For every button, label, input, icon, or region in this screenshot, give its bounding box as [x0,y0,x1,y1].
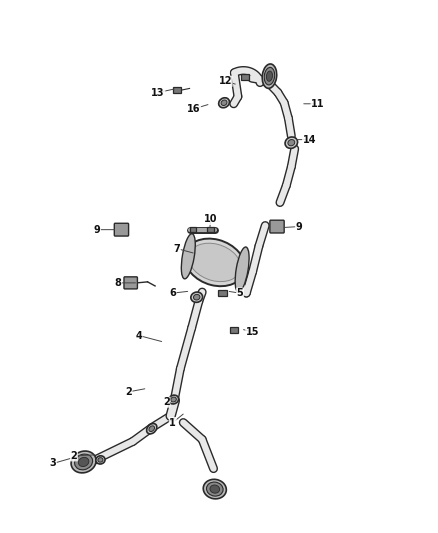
Ellipse shape [203,479,226,499]
Text: 9: 9 [94,224,100,235]
Text: 16: 16 [187,104,201,114]
Ellipse shape [191,292,203,302]
Ellipse shape [266,71,272,81]
Ellipse shape [74,454,92,470]
Ellipse shape [96,456,105,464]
Text: 3: 3 [49,458,57,469]
Ellipse shape [171,397,177,402]
Bar [230,327,237,333]
Text: 4: 4 [136,330,142,341]
Ellipse shape [219,98,230,108]
Ellipse shape [264,67,275,85]
Ellipse shape [221,100,227,106]
Text: 1: 1 [170,417,176,427]
Ellipse shape [285,137,297,148]
Text: 9: 9 [296,222,302,232]
FancyBboxPatch shape [124,277,138,289]
Text: 14: 14 [303,135,316,144]
Text: 2: 2 [71,451,78,461]
Bar [190,227,196,232]
Text: 8: 8 [115,278,121,288]
Ellipse shape [78,457,89,466]
Text: 5: 5 [237,288,244,298]
Ellipse shape [181,233,195,279]
Ellipse shape [206,482,223,496]
Ellipse shape [262,64,277,88]
Ellipse shape [98,458,103,462]
Ellipse shape [149,426,155,432]
Ellipse shape [169,395,179,404]
Ellipse shape [194,294,200,300]
Ellipse shape [210,485,219,493]
Ellipse shape [185,239,245,286]
Bar [207,227,214,232]
Bar [241,74,249,80]
Text: 2: 2 [125,387,132,397]
Text: 2: 2 [163,397,170,407]
Text: 15: 15 [246,327,259,337]
Ellipse shape [288,140,295,146]
Bar [218,290,226,296]
Text: 12: 12 [219,76,232,86]
Ellipse shape [71,451,96,473]
Bar [173,87,181,93]
Ellipse shape [235,247,249,292]
Text: 13: 13 [151,87,165,98]
FancyBboxPatch shape [270,220,284,233]
Ellipse shape [189,243,241,281]
Ellipse shape [147,424,157,434]
FancyBboxPatch shape [114,223,129,236]
Text: 10: 10 [204,214,217,224]
Text: 7: 7 [173,244,180,254]
Text: 11: 11 [311,99,325,109]
Text: 6: 6 [170,288,176,298]
